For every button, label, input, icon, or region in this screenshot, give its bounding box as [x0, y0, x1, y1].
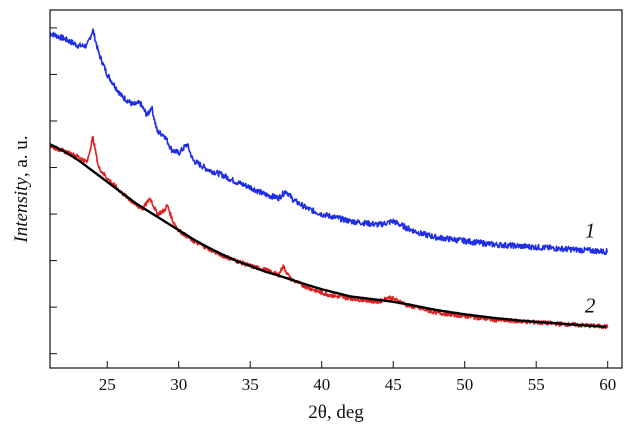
y-axis-title: Intensity, a. u.	[11, 135, 32, 243]
x-tick-label: 45	[385, 375, 402, 394]
series-1-trace	[49, 28, 609, 256]
series-label-1: 1	[585, 218, 596, 242]
labels-layer: 25 30 35 40 45 50 55 60 1 2	[99, 218, 617, 394]
x-tick-label: 35	[242, 375, 259, 394]
series-label-2: 2	[585, 294, 596, 318]
series-2	[49, 135, 609, 330]
x-axis-title: 2θ, deg	[308, 402, 364, 423]
series-2-trace	[49, 135, 609, 330]
x-tick-label: 40	[313, 375, 330, 394]
x-tick-label: 60	[599, 375, 616, 394]
y-axis-title-rest: , a. u.	[11, 135, 32, 177]
x-tick-label: 30	[170, 375, 187, 394]
fit-curve	[49, 143, 607, 328]
series-layer	[49, 28, 609, 330]
series-fit	[49, 143, 607, 328]
x-tick-label: 55	[528, 375, 545, 394]
x-tick-label: 25	[99, 375, 116, 394]
series-1	[49, 28, 609, 256]
y-axis-title-italic: Intensity	[11, 177, 32, 244]
x-tick-label: 50	[456, 375, 473, 394]
plot-frame	[49, 9, 623, 369]
ticks-layer	[50, 27, 609, 368]
